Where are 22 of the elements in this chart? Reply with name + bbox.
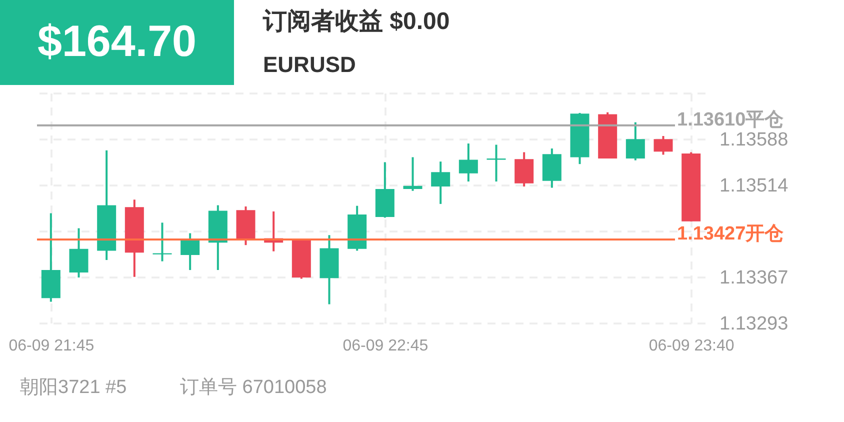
text: $164.70 <box>37 17 197 66</box>
candlestick <box>180 232 200 272</box>
y-tick-label: 1.13367 <box>720 267 788 288</box>
x-tick-label: 06-09 22:45 <box>342 338 428 354</box>
text: 订单号 67010058 <box>180 377 327 398</box>
candlestick <box>431 160 450 205</box>
candlestick <box>458 142 478 183</box>
candlestick <box>69 227 88 278</box>
y-tick-label: 1.13588 <box>720 130 788 151</box>
x-tick-label: 06-09 23:40 <box>648 338 734 354</box>
text: 朝阳3721 #5 <box>20 377 127 398</box>
chart-subtitle: EURUSD <box>263 52 356 77</box>
candlestick <box>626 121 645 162</box>
ref-line-label: 1.13427开仓 <box>677 223 785 244</box>
x-tick-label: 06-09 21:45 <box>8 338 94 354</box>
ref-line-label: 1.13610平仓 <box>677 109 785 130</box>
candlestick <box>654 135 673 156</box>
chart-title: 订阅者收益 $0.00 <box>262 8 450 35</box>
candlestick <box>403 156 422 192</box>
y-tick-label: 1.13293 <box>720 314 788 334</box>
y-tick-label: 1.13514 <box>720 176 789 197</box>
candlestick <box>152 222 172 262</box>
